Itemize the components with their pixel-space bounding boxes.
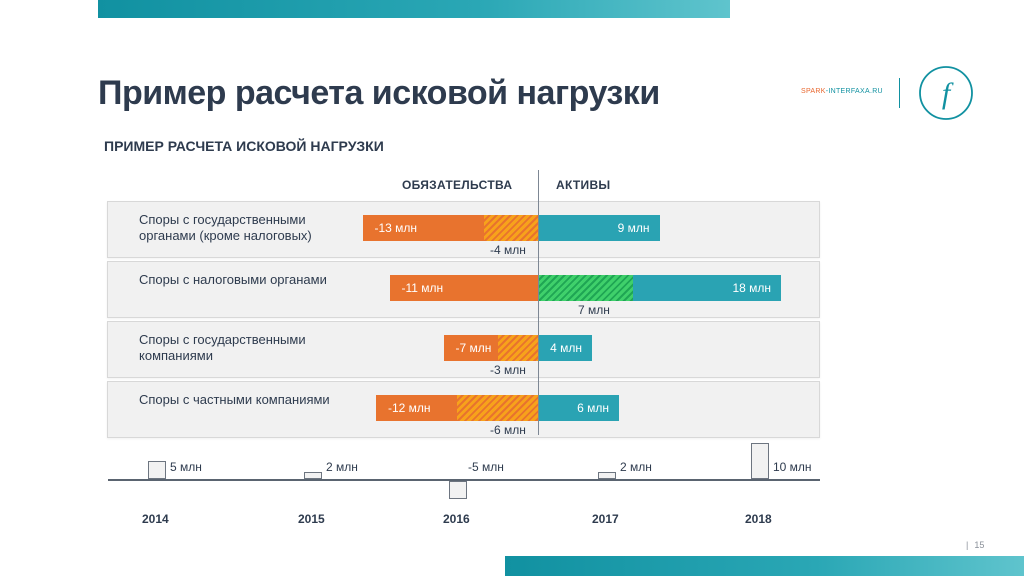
claim-row-panel bbox=[107, 201, 820, 258]
zero-divider-line bbox=[538, 170, 539, 435]
claim-row-label: Споры с государственными компаниями bbox=[139, 332, 306, 363]
net-value-label: -6 млн bbox=[490, 423, 526, 437]
liabilities-value-label: -12 млн bbox=[388, 401, 431, 415]
page-number-value: 15 bbox=[974, 540, 985, 550]
year-label: 2017 bbox=[592, 512, 619, 526]
page-number: | 15 bbox=[966, 540, 984, 550]
assets-value-label: 18 млн bbox=[732, 281, 771, 295]
net-value-label: -3 млн bbox=[490, 363, 526, 377]
assets-value-label: 9 млн bbox=[617, 221, 650, 235]
brand-logo-icon: f bbox=[919, 66, 973, 120]
claim-row-label: Споры с частными компаниями bbox=[139, 392, 330, 407]
year-label: 2015 bbox=[298, 512, 325, 526]
year-value-label: 10 млн bbox=[773, 460, 812, 474]
assets-bar bbox=[538, 395, 619, 421]
net-hatch-bar bbox=[497, 335, 538, 361]
net-hatch-bar bbox=[538, 275, 633, 301]
net-value-label: -4 млн bbox=[490, 243, 526, 257]
chart-subtitle: ПРИМЕР РАСЧЕТА ИСКОВОЙ НАГРУЗКИ bbox=[104, 138, 384, 154]
assets-value-label: 6 млн bbox=[577, 401, 609, 415]
net-hatch-bar bbox=[457, 395, 538, 421]
year-value-label: 5 млн bbox=[170, 460, 202, 474]
year-balance-bar bbox=[751, 443, 769, 479]
year-label: 2014 bbox=[142, 512, 169, 526]
bottom-accent-bar bbox=[505, 556, 1024, 576]
year-balance-bar bbox=[148, 461, 166, 479]
year-value-label: 2 млн bbox=[620, 460, 652, 474]
net-value-label: 7 млн bbox=[578, 303, 610, 317]
page-title: Пример расчета исковой нагрузки bbox=[98, 74, 660, 112]
assets-header: АКТИВЫ bbox=[556, 178, 611, 192]
brand-text-part1: SPARK bbox=[801, 88, 826, 95]
top-accent-bar bbox=[98, 0, 730, 18]
brand-text-part2: -INTERFAXA.RU bbox=[825, 88, 883, 95]
year-label: 2016 bbox=[443, 512, 470, 526]
brand-link[interactable]: SPARK-INTERFAXA.RU bbox=[801, 88, 883, 95]
year-label: 2018 bbox=[745, 512, 772, 526]
year-value-label: -5 млн bbox=[468, 460, 504, 474]
brand-divider bbox=[899, 78, 900, 108]
assets-value-label: 4 млн bbox=[550, 341, 582, 355]
liabilities-header: ОБЯЗАТЕЛЬСТВА bbox=[402, 178, 513, 192]
liabilities-bar bbox=[389, 275, 538, 301]
liabilities-value-label: -7 млн bbox=[455, 341, 492, 355]
claim-row-label: Споры с налоговыми органами bbox=[139, 272, 327, 287]
year-balance-bar bbox=[598, 471, 616, 479]
claim-row-label: Споры с государственными органами (кроме… bbox=[139, 212, 312, 243]
year-balance-bar bbox=[449, 481, 467, 499]
net-hatch-bar bbox=[484, 215, 538, 241]
assets-bar bbox=[538, 215, 660, 241]
year-balance-bar bbox=[304, 471, 322, 479]
liabilities-value-label: -13 млн bbox=[374, 221, 418, 235]
page-number-separator: | bbox=[966, 540, 969, 550]
liabilities-value-label: -11 млн bbox=[401, 281, 444, 295]
assets-bar bbox=[538, 335, 592, 361]
logo-letter: f bbox=[942, 77, 954, 110]
year-value-label: 2 млн bbox=[326, 460, 358, 474]
timeline-axis bbox=[108, 479, 820, 481]
